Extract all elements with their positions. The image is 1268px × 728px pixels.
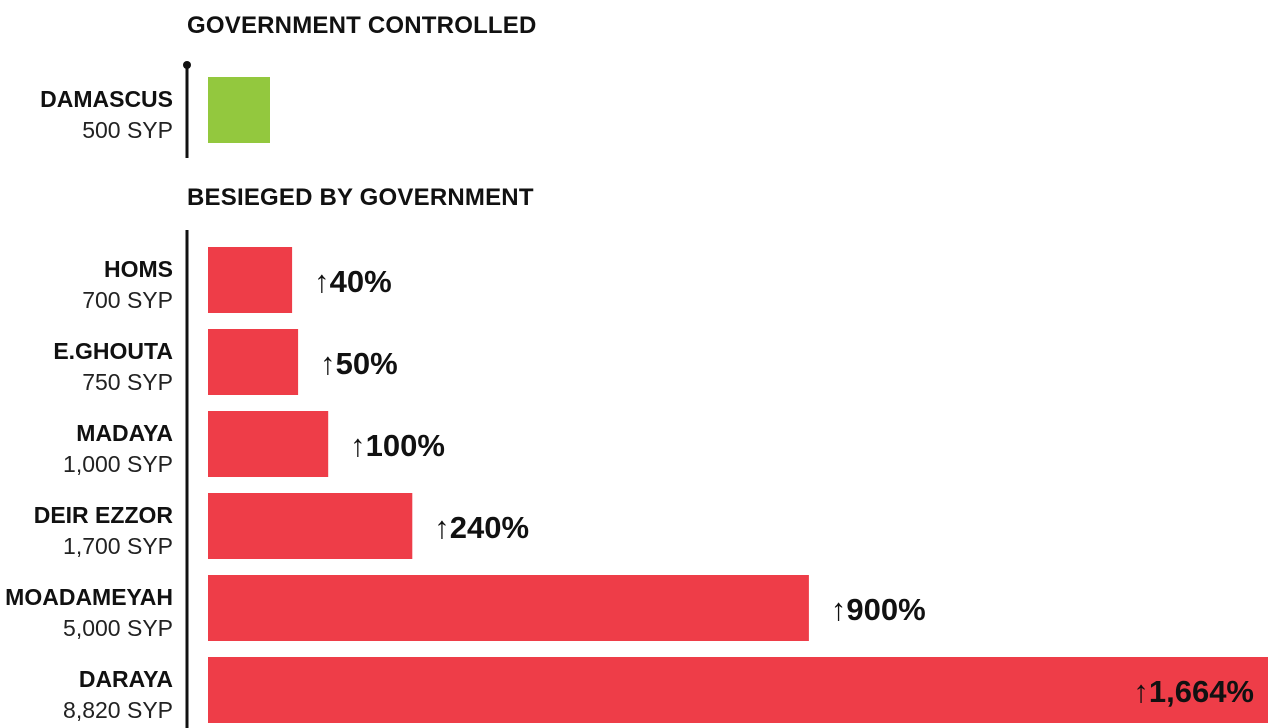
bar <box>208 493 413 559</box>
bar <box>208 657 1268 723</box>
price-label: 700 SYP <box>82 287 173 313</box>
axis-dot <box>183 61 191 69</box>
bar <box>208 575 809 641</box>
city-label: DAMASCUS <box>40 86 173 112</box>
percent-change-label: ↑240% <box>434 510 529 545</box>
bar <box>208 411 329 477</box>
city-label: DEIR EZZOR <box>34 502 174 528</box>
percent-change-label: ↑40% <box>314 264 392 299</box>
percent-change-label: ↑900% <box>831 592 926 627</box>
percent-change-label: ↑50% <box>320 346 398 381</box>
bar <box>208 329 299 395</box>
city-label: HOMS <box>104 256 173 282</box>
price-label: 8,820 SYP <box>63 697 173 723</box>
bar <box>208 247 293 313</box>
group-heading: GOVERNMENT CONTROLLED <box>187 12 537 39</box>
bar <box>208 77 270 143</box>
percent-change-label: ↑1,664% <box>1133 674 1254 709</box>
city-label: DARAYA <box>79 666 173 692</box>
city-label: MADAYA <box>76 420 173 446</box>
price-label: 5,000 SYP <box>63 615 173 641</box>
percent-change-label: ↑100% <box>350 428 445 463</box>
price-label: 750 SYP <box>82 369 173 395</box>
price-label: 1,700 SYP <box>63 533 173 559</box>
city-label: MOADAMEYAH <box>5 584 173 610</box>
group-heading: BESIEGED BY GOVERNMENT <box>187 184 534 211</box>
price-label: 1,000 SYP <box>63 451 173 477</box>
city-label: E.GHOUTA <box>53 338 173 364</box>
price-label: 500 SYP <box>82 117 173 143</box>
